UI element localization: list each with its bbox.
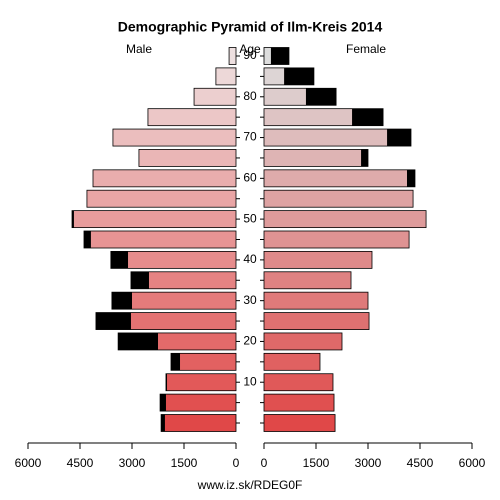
age-tick-label: 30 <box>243 293 257 307</box>
age-label: Age <box>239 42 261 56</box>
female-bar <box>263 250 373 269</box>
age-tick-label: 90 <box>243 48 257 62</box>
female-bar <box>263 332 343 351</box>
female-bar <box>263 271 352 290</box>
male-bar <box>83 230 237 249</box>
female-bar <box>263 210 427 229</box>
female-excess <box>387 129 411 147</box>
male-bar <box>228 47 237 65</box>
x-tick-label: 1500 <box>303 456 330 470</box>
female-bar <box>263 414 336 432</box>
x-tick-label: 6000 <box>15 456 42 470</box>
female-excess <box>361 149 368 167</box>
male-excess <box>165 373 168 391</box>
female-excess <box>407 169 415 187</box>
male-excess <box>171 353 181 371</box>
age-tick-label: 80 <box>243 89 257 103</box>
male-bar <box>92 169 237 188</box>
male-bar <box>71 210 237 229</box>
male-excess <box>161 414 165 432</box>
age-tick-label: 20 <box>243 334 257 348</box>
x-tick-label: 4500 <box>67 456 94 470</box>
male-excess <box>110 251 129 269</box>
female-excess <box>284 67 314 85</box>
female-bar <box>263 169 416 188</box>
female-label: Female <box>346 42 386 56</box>
male-excess <box>160 394 166 412</box>
female-bar <box>263 393 335 412</box>
x-tick-label: 6000 <box>459 456 486 470</box>
male-bar <box>86 189 237 208</box>
female-bar <box>263 373 334 392</box>
male-bar <box>159 393 237 412</box>
male-excess <box>130 271 149 289</box>
chart-title: Demographic Pyramid of Ilm-Kreis 2014 <box>118 19 383 35</box>
age-tick-label: 70 <box>243 130 257 144</box>
female-bar <box>263 189 414 208</box>
x-tick-label: 3000 <box>119 456 146 470</box>
male-bar <box>147 108 237 127</box>
age-tick-label: 10 <box>243 374 257 388</box>
male-excess <box>118 332 158 350</box>
x-tick-label: 1500 <box>171 456 198 470</box>
x-tick-label: 0 <box>261 456 268 470</box>
male-bar <box>170 352 237 371</box>
female-bar <box>263 312 370 330</box>
male-bar <box>110 250 237 269</box>
male-bar <box>138 149 237 167</box>
male-excess <box>72 210 74 228</box>
x-tick-label: 0 <box>233 456 240 470</box>
x-tick-label: 4500 <box>407 456 434 470</box>
female-excess <box>305 88 337 106</box>
footer: www.iz.sk/RDEG0F <box>197 478 303 492</box>
male-bar <box>165 373 237 392</box>
male-bar <box>112 128 237 147</box>
male-label: Male <box>126 42 152 56</box>
female-bar <box>263 291 369 310</box>
female-bar <box>263 230 410 249</box>
male-bar <box>215 67 237 86</box>
female-bar <box>263 352 321 371</box>
male-bar <box>160 414 237 432</box>
age-tick-label: 60 <box>243 171 257 185</box>
male-bar <box>193 87 237 106</box>
female-bar <box>263 149 369 167</box>
female-excess <box>352 108 384 126</box>
age-tick-label: 40 <box>243 252 257 266</box>
male-excess <box>111 292 132 310</box>
x-tick-label: 3000 <box>355 456 382 470</box>
age-tick-label: 50 <box>243 211 257 225</box>
male-excess <box>95 312 131 330</box>
female-excess <box>270 47 289 65</box>
male-excess <box>83 231 91 248</box>
